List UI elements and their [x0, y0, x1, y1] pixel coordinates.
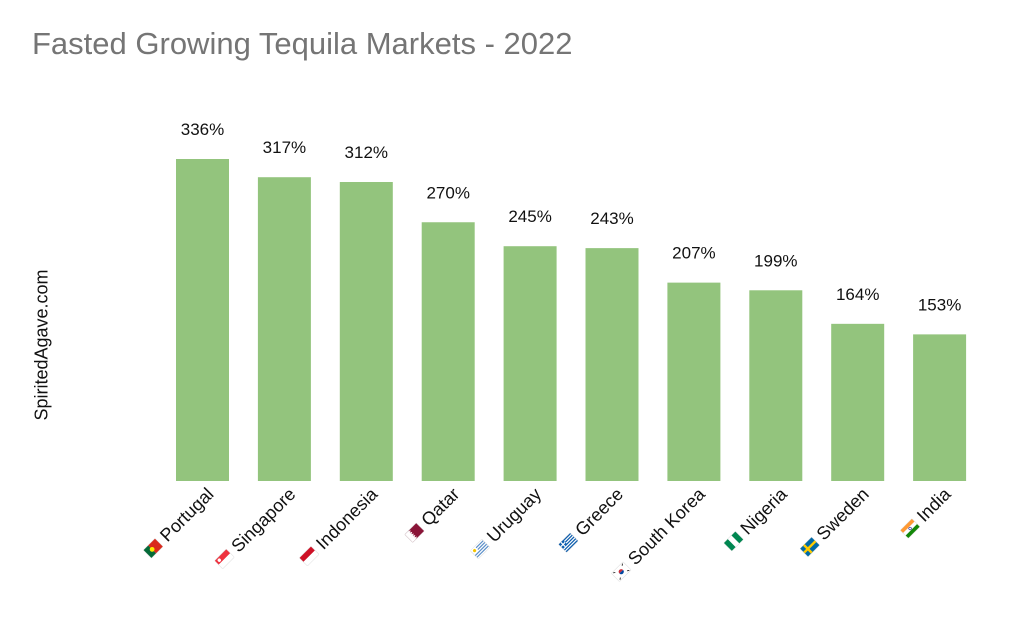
value-label-india: 153% [918, 295, 961, 314]
flag-indonesia-icon [299, 546, 320, 566]
value-label-nigeria: 199% [754, 251, 797, 270]
bar-uruguay [503, 246, 557, 481]
category-tick-singapore: Singapore [214, 484, 299, 569]
category-tick-nigeria: Nigeria [723, 483, 792, 552]
bar-portugal [176, 159, 229, 481]
category-tick-portugal: Portugal [143, 484, 218, 559]
category-tick-qatar: Qatar [404, 484, 463, 543]
flag-greece-icon [558, 532, 579, 553]
category-label-india: India [913, 483, 955, 525]
category-label-sweden: Sweden [813, 484, 873, 544]
flag-singapore-icon [214, 549, 235, 569]
flag-portugal-icon [143, 538, 164, 559]
value-label-greece: 243% [590, 209, 633, 228]
category-tick-uruguay: Uruguay [470, 484, 545, 559]
bar-nigeria [749, 290, 803, 481]
value-label-sweden: 164% [836, 285, 879, 304]
bar-south-korea [667, 282, 721, 481]
bar-india [913, 334, 967, 481]
bar-qatar [421, 222, 475, 481]
category-label-singapore: Singapore [227, 484, 299, 556]
value-label-indonesia: 312% [345, 143, 388, 162]
category-tick-greece: Greece [558, 484, 627, 553]
category-label-south-korea: South Korea [624, 483, 710, 569]
category-label-nigeria: Nigeria [736, 483, 791, 538]
chart-title: Fasted Growing Tequila Markets - 2022 [32, 26, 573, 61]
value-label-singapore: 317% [263, 138, 306, 157]
bars-layer [176, 159, 967, 482]
value-label-qatar: 270% [426, 183, 469, 202]
category-ticks-layer: Portugal Singapore Indonesia Qatar Uruguay Gr… [143, 483, 955, 582]
flag-nigeria-icon [723, 531, 744, 552]
category-label-qatar: Qatar [417, 484, 463, 530]
bar-greece [585, 248, 639, 481]
category-tick-sweden: Sweden [799, 484, 873, 557]
category-tick-india: India [900, 483, 955, 539]
category-label-greece: Greece [571, 484, 627, 540]
category-label-portugal: Portugal [156, 484, 218, 546]
bar-singapore [257, 177, 311, 482]
category-label-uruguay: Uruguay [483, 484, 545, 546]
value-label-portugal: 336% [181, 120, 224, 139]
value-label-uruguay: 245% [508, 207, 551, 226]
flag-sweden-icon [799, 537, 820, 557]
flag-uruguay-icon [470, 539, 490, 559]
flag-india-icon [900, 518, 920, 539]
flag-south-korea-icon [611, 561, 632, 582]
value-labels-layer: 336% 317% 312% 270% 245% 243% 207% 199% 164% 153% [181, 120, 962, 314]
category-tick-indonesia: Indonesia [299, 483, 382, 566]
bar-indonesia [339, 182, 393, 481]
category-label-indonesia: Indonesia [312, 483, 382, 553]
bar-sweden [831, 323, 885, 481]
value-label-south-korea: 207% [672, 244, 715, 263]
flag-qatar-icon [404, 522, 425, 543]
